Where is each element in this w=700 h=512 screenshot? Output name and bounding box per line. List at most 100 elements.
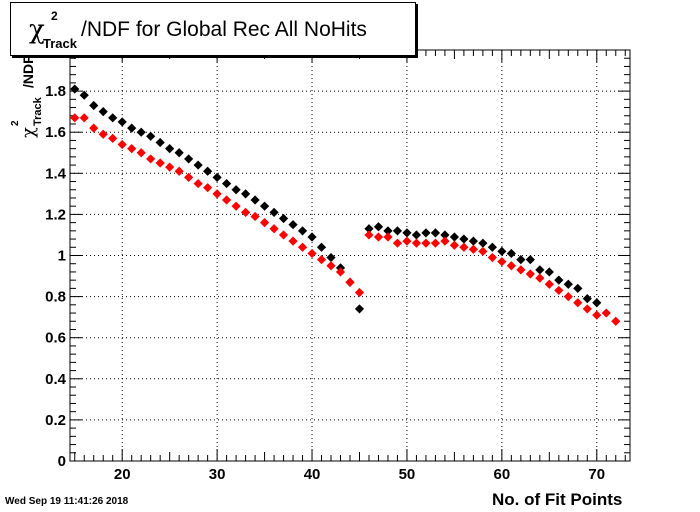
title-superscript: 2 <box>51 9 58 23</box>
red-series-point <box>240 207 251 217</box>
red-series-point <box>392 238 403 248</box>
red-series-point <box>108 133 118 143</box>
black-series-point <box>165 144 175 154</box>
black-series-point <box>478 238 488 248</box>
red-series-point <box>326 261 336 271</box>
y-tick-label: 1.4 <box>45 165 67 182</box>
black-series-point <box>193 160 203 170</box>
x-tick-label: 40 <box>304 466 321 483</box>
data-points <box>70 84 621 326</box>
black-series-point <box>250 195 260 205</box>
grid-lines <box>70 50 630 461</box>
red-series-point <box>98 129 108 139</box>
black-series-point <box>364 224 374 234</box>
black-series-point <box>98 107 108 117</box>
red-series-point <box>345 277 355 287</box>
red-series-point <box>411 238 422 248</box>
black-series-point <box>222 178 232 189</box>
red-series-point <box>250 211 260 222</box>
red-series-point <box>212 189 222 199</box>
title-text: /NDF for Global Rec All NoHits <box>81 18 367 41</box>
black-series-point <box>525 255 535 265</box>
black-series-point <box>307 232 317 242</box>
black-series-point <box>516 255 526 265</box>
black-series-point <box>155 137 165 148</box>
y-tick-label: 1.6 <box>45 124 66 141</box>
red-series-point <box>373 232 384 242</box>
red-series-point <box>307 248 317 259</box>
red-series-point <box>127 144 137 154</box>
y-tick-label: 0.4 <box>45 371 67 388</box>
red-series-point <box>554 285 564 296</box>
black-series-point <box>240 189 251 199</box>
red-series-point <box>430 238 441 248</box>
red-series-point <box>79 113 89 123</box>
black-series-point <box>487 242 497 252</box>
red-series-point <box>136 148 146 158</box>
y-tick-label: 1 <box>58 248 66 265</box>
red-series-point <box>193 178 203 189</box>
red-series-point <box>174 166 184 176</box>
red-series-point <box>364 230 374 240</box>
y-tick-label: 0.6 <box>45 330 66 347</box>
red-series-point <box>421 238 431 248</box>
ylabel-chi-symbol: χ <box>18 127 39 138</box>
red-series-point <box>601 308 611 318</box>
black-series-point <box>544 267 554 277</box>
black-series-point <box>411 230 422 240</box>
black-series-point <box>203 166 213 176</box>
red-series-point <box>582 304 592 314</box>
black-series-point <box>563 279 573 289</box>
red-series-point <box>297 242 308 252</box>
tick-labels: 20 30 40 50 60 70 0 0.2 0.4 0.6 0.8 1 1.2 1.4 1.6 1.8 <box>45 83 605 483</box>
red-series-point <box>440 236 450 246</box>
black-series-point <box>79 90 89 100</box>
black-series-point <box>383 226 393 236</box>
red-series-point <box>316 255 327 265</box>
red-series-point <box>354 287 365 298</box>
black-series-point <box>506 248 516 259</box>
red-series-point <box>288 236 298 246</box>
black-series-point <box>108 113 118 123</box>
red-series-point <box>516 265 526 275</box>
black-series-point <box>70 84 80 94</box>
x-tick-label: 60 <box>494 466 511 483</box>
black-series-point <box>449 232 460 242</box>
x-axis-label: No. of Fit Points <box>492 490 623 509</box>
ylabel-subscript: Track <box>32 97 44 126</box>
title-subscript: Track <box>43 36 77 51</box>
red-series-point <box>497 257 507 267</box>
chart-title: χ 2 Track /NDF for Global Rec All NoHits <box>10 2 416 56</box>
black-series-point <box>278 213 289 224</box>
x-tick-label: 20 <box>114 466 131 483</box>
red-series-point <box>155 158 165 168</box>
black-series-point <box>373 222 384 232</box>
title-chi-symbol: χ <box>29 15 45 45</box>
black-series-point <box>497 246 507 256</box>
red-series-point <box>535 273 545 283</box>
black-series-point <box>468 236 478 246</box>
black-series-point <box>297 226 308 236</box>
black-series-point <box>354 304 365 314</box>
red-series-point <box>146 154 156 164</box>
y-tick-label: 1.2 <box>45 206 66 223</box>
x-tick-label: 30 <box>209 466 226 483</box>
red-series-point <box>203 183 213 193</box>
black-series-point <box>392 226 403 236</box>
red-series-point <box>402 236 412 246</box>
black-series-point <box>212 172 222 183</box>
red-series-point <box>468 244 478 254</box>
red-series-point <box>117 139 127 150</box>
red-series-point <box>573 298 583 308</box>
black-series-point <box>421 228 431 238</box>
red-series-point <box>459 242 469 252</box>
black-series-point <box>174 148 184 158</box>
red-series-point <box>335 267 346 277</box>
red-series-point <box>383 232 393 242</box>
black-series-point <box>582 294 592 304</box>
red-series-point <box>611 316 621 326</box>
red-series-point <box>449 240 460 250</box>
black-series-point <box>592 298 602 308</box>
black-series-point <box>554 275 564 285</box>
black-series-point <box>459 234 469 244</box>
